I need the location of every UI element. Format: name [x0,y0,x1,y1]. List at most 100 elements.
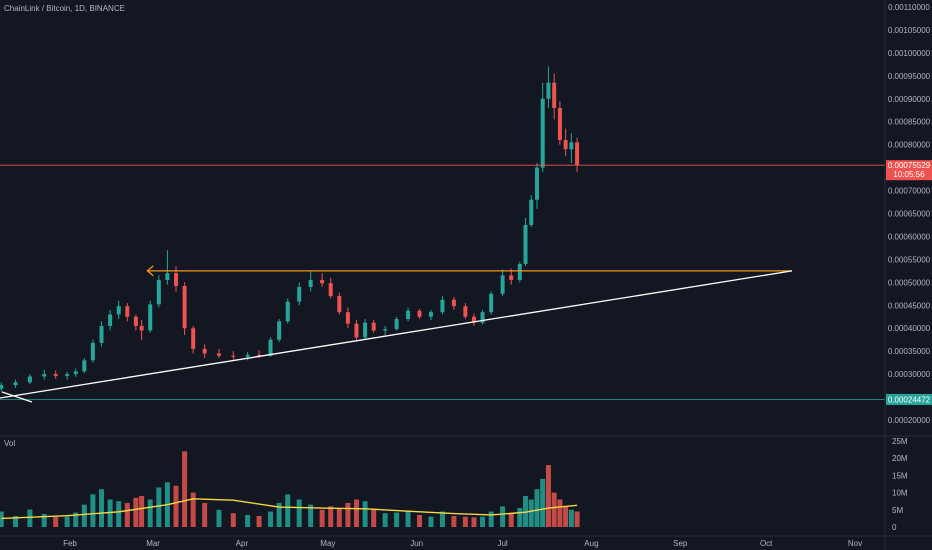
time-tick-label: May [320,539,335,548]
volume-axis: 25M 20M 15M 10M 5M 0 [892,437,908,532]
price-tick-label: 0.00070000 [888,187,931,196]
volume-bar [0,511,4,527]
volume-bar [133,497,139,527]
price-tick-label: 0.00065000 [888,210,931,219]
candle [148,300,153,333]
candle-body [546,82,551,99]
candle-body [575,142,580,166]
candle [277,319,282,342]
candle-body [463,306,468,317]
ascending-trendline[interactable] [0,270,793,399]
support-price-badge: 0.00024472 [886,393,932,405]
volume-bar [394,512,400,527]
candle-body [139,325,144,331]
candle-body [308,280,313,287]
candle [428,309,433,320]
candle-body [0,385,4,389]
candle-body [523,224,528,264]
volume-bar [428,516,434,527]
candle-body [268,339,273,356]
candle-body [202,348,207,354]
candle-body [363,322,368,338]
time-tick-label: Mar [146,539,160,548]
candle-body [451,299,456,307]
candle-body [529,199,534,225]
volume-bar [216,509,222,527]
volume-tick-label: 5M [892,506,903,515]
volume-bar [439,511,445,527]
price-tick-label: 0.00060000 [888,232,931,241]
candle [82,358,87,374]
volume-bar [362,501,368,527]
candle [13,379,18,388]
volume-bar [557,499,563,527]
candle-body [328,283,333,297]
candle [108,309,113,331]
candle [394,316,399,331]
candle-body [394,319,399,330]
candle [552,73,557,120]
candle [53,370,58,379]
price-tick-label: 0.00035000 [888,347,931,356]
volume-bar [451,515,457,527]
candle [99,321,104,347]
volume-bar [319,509,325,527]
candle [371,319,376,333]
time-tick-label: Nov [848,539,862,548]
volume-bar [296,499,302,527]
candle [268,337,273,357]
candle-body [471,316,476,323]
volume-bar [480,516,486,527]
candle [534,163,539,209]
candle-body [406,310,411,320]
candle [27,374,32,385]
volume-bar [230,513,236,527]
candle-body [108,314,113,326]
volume-bar [276,502,282,527]
candle [0,382,4,392]
candle-body [383,329,388,331]
volume-bar [268,511,274,527]
candle [139,319,144,340]
candle [42,369,47,380]
volume-bar [371,509,377,527]
candle [328,277,333,299]
candle-body [73,371,78,375]
candle-body [90,342,95,361]
price-tick-label: 0.00090000 [888,95,931,104]
candle-body [500,275,505,294]
candle [337,292,342,315]
candle-body [517,263,522,281]
volume-tick-label: 25M [892,437,908,446]
candle-body [13,382,18,386]
candle-body [165,273,170,281]
candle [165,250,170,285]
volume-bar [328,506,334,527]
volume-bar [534,489,540,527]
candle [216,348,221,359]
volume-bar [568,509,574,527]
cross-mark [1,391,33,403]
candle-body [148,304,153,331]
volume-bar [517,508,523,527]
price-tick-label: 0.00095000 [888,72,931,81]
candle-body [27,376,32,383]
volume-bar [147,499,153,527]
price-tick-label: 0.00040000 [888,324,931,333]
candle-body [174,273,179,287]
volume-bar [500,506,506,527]
volume-bar [182,451,188,527]
candle [191,325,196,354]
candle-body [371,322,376,331]
time-tick-label: Jun [410,539,423,548]
candle [285,298,290,324]
price-tick-label: 0.00100000 [888,49,931,58]
candle [517,261,522,283]
price-axis: 0.00110000 0.00105000 0.00100000 0.00095000… [888,3,931,425]
volume-bar [308,504,314,527]
candle-body [125,306,130,317]
volume-bar [139,496,145,527]
candle-body [99,325,104,343]
volume-bar [190,492,196,527]
candle [231,351,236,360]
